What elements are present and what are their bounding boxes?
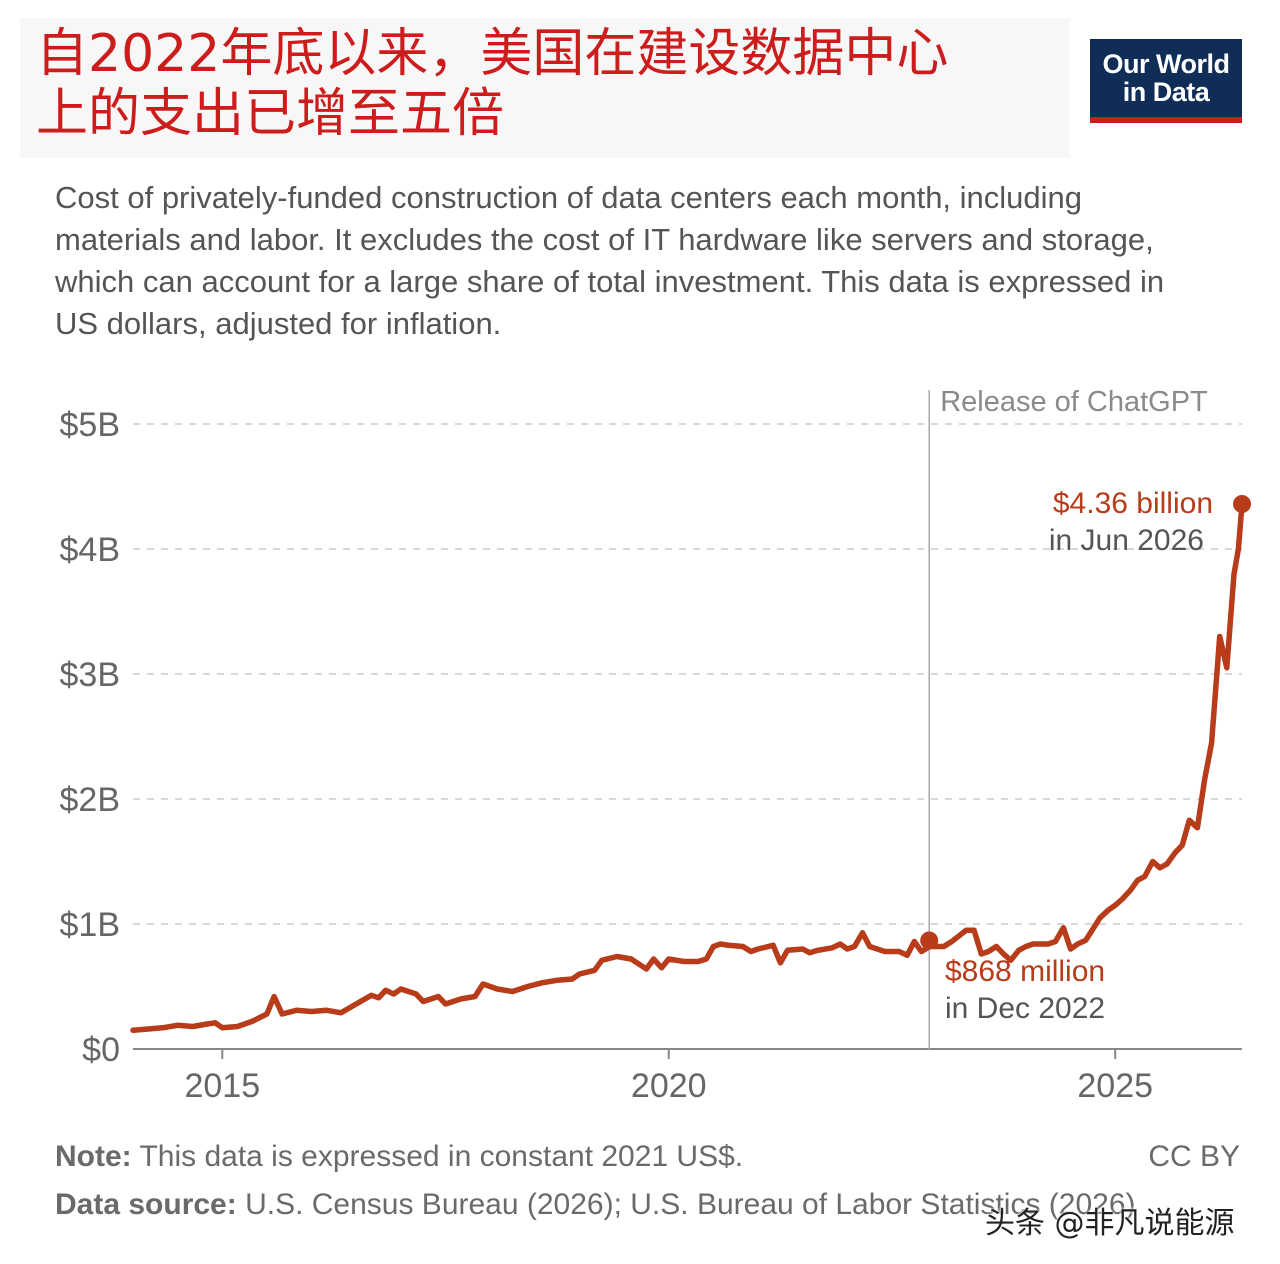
headline-line-1: 自2022年底以来，美国在建设数据中心 [36,24,949,84]
footer-note: Note: This data is expressed in constant… [55,1140,1245,1174]
annotation-date-jun-2026: in Jun 2026 [1049,524,1204,557]
source-label: Data source: [55,1188,237,1221]
x-tick-label: 2015 [184,1067,260,1105]
logo-line-2: in Data [1122,77,1210,107]
series-line [130,501,1245,1034]
logo-line-1: Our World [1102,49,1231,79]
headline-line-2: 上的支出已增至五倍 [36,84,505,144]
x-tick-label: 2020 [631,1067,707,1105]
chart-subtitle: Cost of privately-funded construction of… [55,180,1165,341]
annotation-value-dec-2022: $868 million [945,955,1105,988]
note-label: Note: [55,1140,132,1173]
chart-headline: 自2022年底以来，美国在建设数据中心 上的支出已增至五倍 [20,18,1070,158]
y-tick-label: $4B [60,531,121,569]
annotation-point-dec-2022 [920,931,939,950]
owid-logo[interactable]: Our World in Data [1090,39,1242,123]
license-link[interactable]: CC BY [1148,1140,1240,1173]
reference-line-label: Release of ChatGPT [940,386,1208,418]
note-text: This data is expressed in constant 2021 … [131,1140,744,1173]
x-tick-label: 2025 [1077,1067,1153,1105]
y-tick-label: $2B [60,781,121,819]
footer-source: Data source: U.S. Census Bureau (2026); … [55,1188,1245,1222]
source-text: U.S. Census Bureau (2026); U.S. Bureau o… [236,1188,1136,1221]
annotation-date-dec-2022: in Dec 2022 [945,992,1105,1025]
y-tick-label: $0 [82,1031,120,1069]
y-tick-label: $5B [60,406,121,444]
annotation-point-jun-2026 [1233,495,1251,513]
annotation-value-jun-2026: $4.36 billion [1053,487,1213,520]
watermark: 头条 @非凡说能源 [985,1206,1235,1241]
y-tick-label: $3B [60,656,121,694]
y-tick-label: $1B [60,906,121,944]
